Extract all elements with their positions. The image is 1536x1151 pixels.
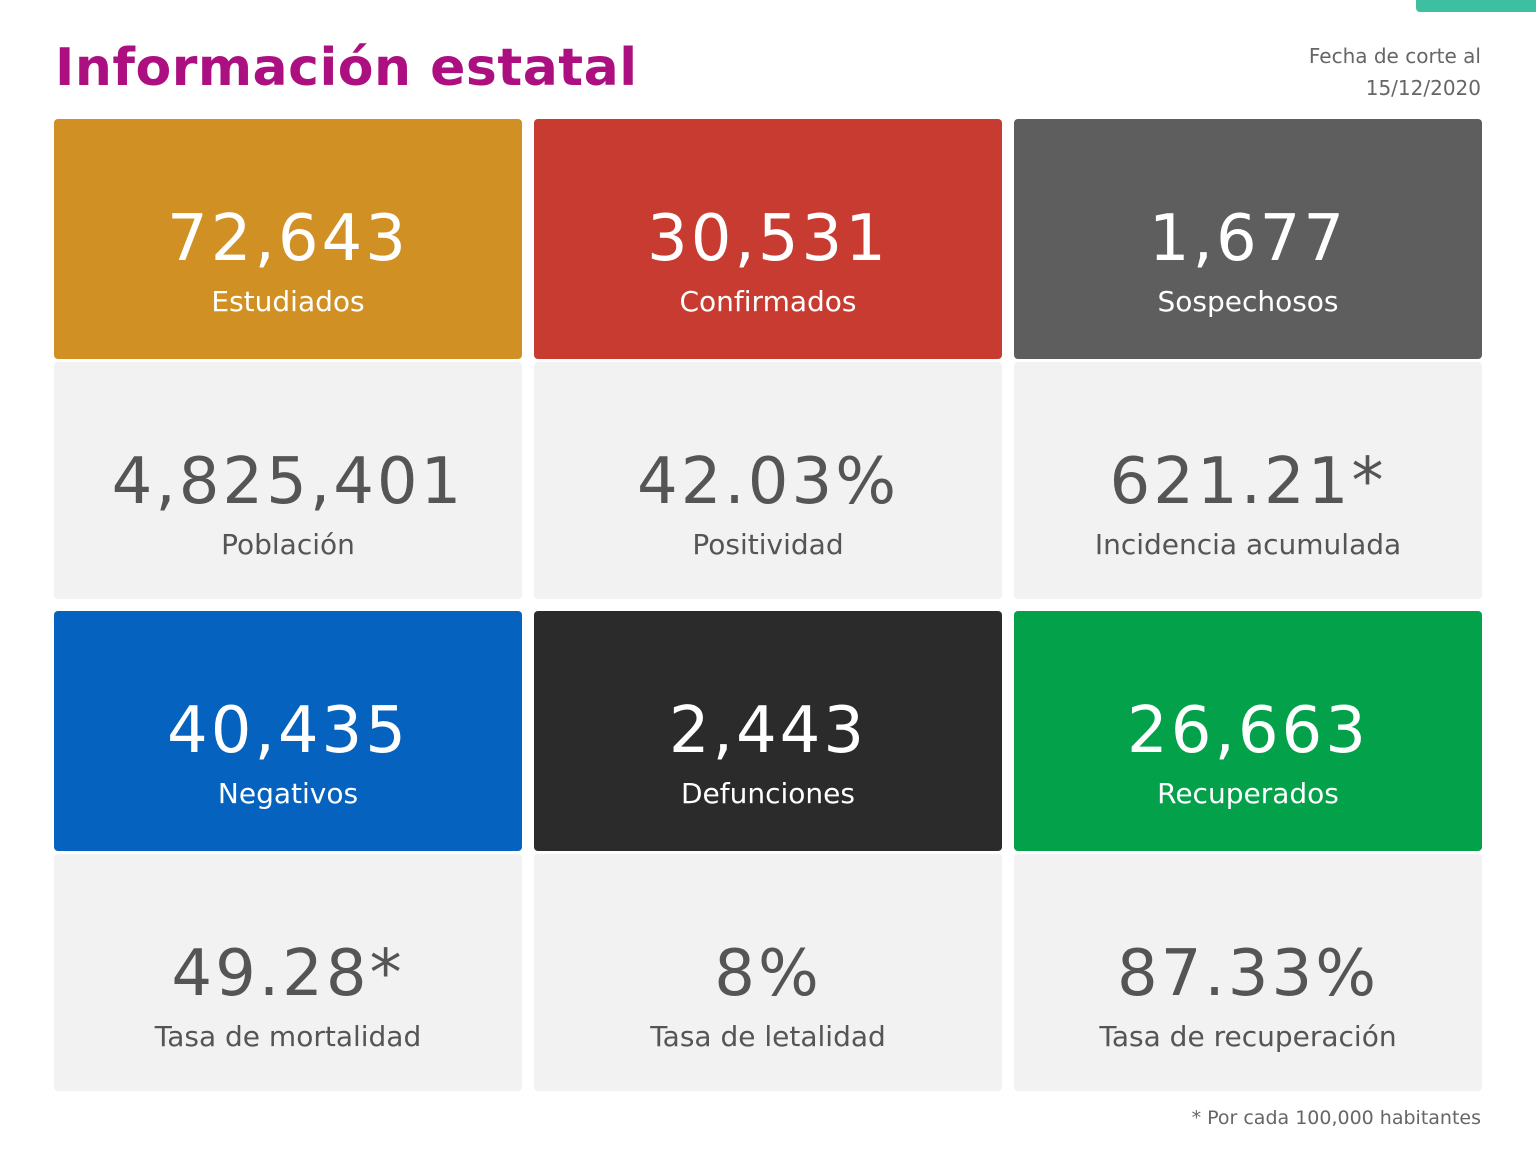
- stat-value: 2,443: [668, 694, 868, 768]
- stat-value: 49.28*: [171, 937, 405, 1011]
- stat-value: 30,531: [647, 202, 889, 276]
- stat-card: 26,663 Recuperados: [1014, 611, 1482, 851]
- stat-card: 40,435 Negativos: [54, 611, 522, 851]
- stat-value: 42.03%: [636, 445, 900, 519]
- stat-card-secondary: 42.03% Positividad: [534, 362, 1002, 599]
- stat-label: Tasa de recuperación: [1099, 1020, 1397, 1053]
- stat-label: Sospechosos: [1157, 285, 1339, 318]
- stat-value: 1,677: [1148, 202, 1348, 276]
- stat-value: 40,435: [167, 694, 409, 768]
- stat-value: 87.33%: [1116, 937, 1380, 1011]
- stat-card: 30,531 Confirmados: [534, 119, 1002, 359]
- stat-card-secondary: 87.33% Tasa de recuperación: [1014, 854, 1482, 1091]
- cutoff-date: Fecha de corte al 15/12/2020: [1309, 40, 1481, 104]
- stat-label: Incidencia acumulada: [1094, 528, 1402, 561]
- stat-card-secondary: 4,825,401 Población: [54, 362, 522, 599]
- stat-value: 8%: [714, 937, 822, 1011]
- stat-value: 72,643: [167, 202, 409, 276]
- stat-label: Negativos: [217, 777, 359, 810]
- stat-card: 1,677 Sospechosos: [1014, 119, 1482, 359]
- stat-label: Defunciones: [680, 777, 855, 810]
- stat-card-secondary: 49.28* Tasa de mortalidad: [54, 854, 522, 1091]
- accent-bar: [1416, 0, 1536, 12]
- stat-label: Positividad: [692, 528, 844, 561]
- stat-card: 2,443 Defunciones: [534, 611, 1002, 851]
- footnote: * Por cada 100,000 habitantes: [1191, 1107, 1481, 1129]
- stat-label: Tasa de mortalidad: [154, 1020, 422, 1053]
- date-label: Fecha de corte al: [1308, 44, 1481, 68]
- stat-value: 621.21*: [1109, 445, 1387, 519]
- stat-label: Confirmados: [679, 285, 857, 318]
- stat-label: Recuperados: [1157, 777, 1339, 810]
- stat-value: 4,825,401: [111, 445, 465, 519]
- stat-card: 72,643 Estudiados: [54, 119, 522, 359]
- stat-card-secondary: 621.21* Incidencia acumulada: [1014, 362, 1482, 599]
- page-title: Información estatal: [55, 38, 638, 98]
- stat-value: 26,663: [1127, 694, 1369, 768]
- stat-label: Tasa de letalidad: [650, 1020, 886, 1053]
- stat-card-secondary: 8% Tasa de letalidad: [534, 854, 1002, 1091]
- stat-label: Estudiados: [211, 285, 365, 318]
- date-value: 15/12/2020: [1365, 76, 1481, 100]
- stat-label: Población: [221, 528, 355, 561]
